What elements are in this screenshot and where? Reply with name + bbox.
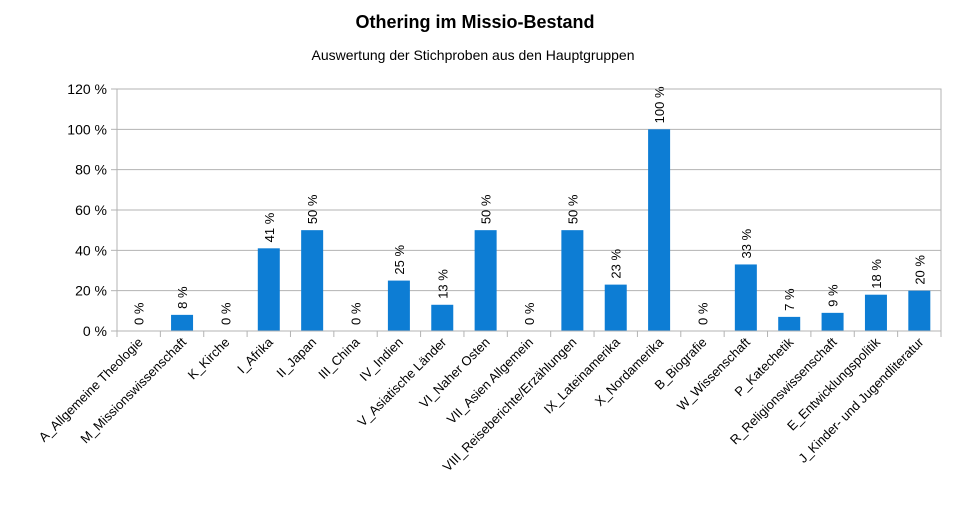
data-label: 33 % xyxy=(739,228,754,258)
data-label: 13 % xyxy=(435,269,450,299)
bar xyxy=(561,230,584,331)
bar xyxy=(171,314,194,331)
data-label: 7 % xyxy=(782,288,797,311)
bars xyxy=(171,129,931,331)
y-tick-label: 20 % xyxy=(75,283,107,299)
y-tick-label: 60 % xyxy=(75,202,107,218)
bar xyxy=(778,316,801,331)
x-axis-category-labels: A_Allgemeine TheologieM_Missionswissensc… xyxy=(36,334,927,474)
y-tick-label: 120 % xyxy=(67,81,107,97)
bar xyxy=(908,290,931,331)
x-category-label: I_Afrika xyxy=(234,334,276,376)
bar xyxy=(257,248,280,331)
x-category-label: III_China xyxy=(315,334,363,382)
bar xyxy=(864,294,887,331)
gridlines xyxy=(117,88,941,332)
y-tick-label: 100 % xyxy=(67,121,107,137)
plot-border xyxy=(116,88,942,332)
data-label: 0 % xyxy=(695,302,710,325)
data-label: 20 % xyxy=(912,255,927,285)
data-label: 0 % xyxy=(218,302,233,325)
data-label: 9 % xyxy=(826,284,841,307)
data-label: 50 % xyxy=(305,194,320,224)
data-label: 50 % xyxy=(565,194,580,224)
x-category-label: II_Japan xyxy=(273,335,319,381)
data-label: 41 % xyxy=(262,212,277,242)
data-label: 0 % xyxy=(349,302,364,325)
data-label: 25 % xyxy=(392,245,407,275)
x-category-label: W_Wissenschaft xyxy=(674,334,753,413)
data-label: 100 % xyxy=(652,86,667,123)
y-tick-label: 40 % xyxy=(75,242,107,258)
bar xyxy=(387,280,410,331)
chart-title: Othering im Missio-Bestand xyxy=(355,12,594,32)
bar xyxy=(431,304,454,331)
bar xyxy=(301,230,324,331)
x-category-label: K_Kirche xyxy=(185,335,233,383)
bar xyxy=(474,230,497,331)
data-label: 8 % xyxy=(175,286,190,309)
y-tick-label: 0 % xyxy=(83,323,107,339)
data-label: 50 % xyxy=(479,194,494,224)
data-label: 0 % xyxy=(522,302,537,325)
bar xyxy=(604,284,627,331)
data-label: 18 % xyxy=(869,259,884,289)
data-label: 0 % xyxy=(132,302,147,325)
data-labels: 0 % 8 % 0 % 41 % 50 % 0 % 25 % 13 % 50 % 0 % 50 % 2… xyxy=(132,86,928,325)
bar xyxy=(734,264,757,331)
bar xyxy=(648,129,671,331)
y-axis-ticks: 0 % 20 % 40 % 60 % 80 % 100 % 120 % xyxy=(67,81,117,339)
y-tick-label: 80 % xyxy=(75,162,107,178)
chart-subtitle: Auswertung der Stichproben aus den Haupt… xyxy=(312,47,635,63)
bar xyxy=(821,312,844,331)
plot-frame xyxy=(116,88,942,337)
data-label: 23 % xyxy=(609,249,624,279)
x-category-label: IX_Lateinamerika xyxy=(541,334,624,417)
